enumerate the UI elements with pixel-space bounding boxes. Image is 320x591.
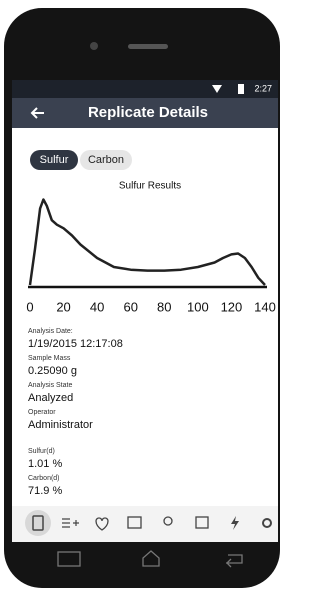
tab-label[interactable]: Carbon (88, 154, 124, 166)
x-tick-label: 40 (90, 299, 104, 314)
page: {"status_bar": {"time": "2:27"}, "app_ba… (0, 0, 284, 591)
x-tick-label: 80 (157, 299, 171, 314)
field-label: Analysis State (28, 382, 72, 389)
field-value: Administrator (28, 419, 93, 431)
field-value: 71.9 % (28, 485, 62, 497)
field-label: Operator (28, 409, 56, 416)
chart-title: Sulfur Results (119, 181, 181, 192)
x-tick-label: 120 (221, 299, 243, 314)
status-time: 2:27 (254, 83, 272, 93)
toolbar (12, 506, 278, 542)
field-label: Analysis Date: (28, 328, 73, 335)
x-tick-label: 140 (254, 299, 276, 314)
x-tick-label: 20 (56, 299, 70, 314)
field-value: Analyzed (28, 392, 73, 404)
field-value: 0.25090 g (28, 365, 77, 377)
phone-screenshot: 2:27 Replicate Details Sulfur Carbon Sul… (0, 0, 284, 591)
app-title: Replicate Details (88, 104, 208, 121)
battery-icon (238, 84, 244, 94)
speaker (128, 44, 168, 49)
toolbar-selected (25, 510, 51, 536)
field-value: 1.01 % (28, 458, 62, 470)
x-tick-label: 100 (187, 299, 209, 314)
x-tick-label: 0 (26, 299, 33, 314)
tab-label[interactable]: Sulfur (40, 154, 69, 166)
field-label: Carbon(d) (28, 475, 60, 482)
field-label: Sulfur(d) (28, 448, 55, 455)
field-label: Sample Mass (28, 355, 71, 362)
x-tick-label: 60 (123, 299, 137, 314)
field-value: 1/19/2015 12:17:08 (28, 338, 123, 350)
camera (90, 42, 98, 50)
